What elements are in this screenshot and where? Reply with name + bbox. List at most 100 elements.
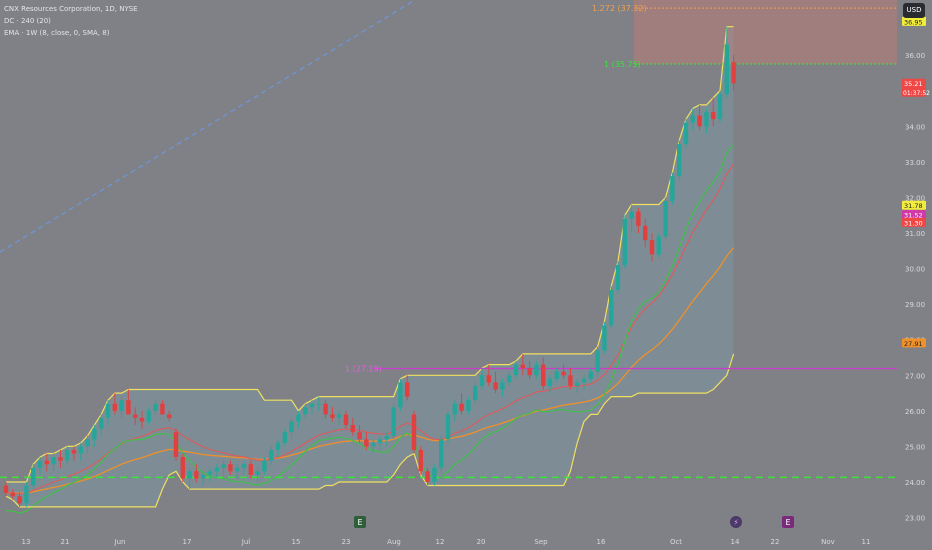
- candle-body[interactable]: [255, 471, 260, 475]
- candle-body[interactable]: [296, 414, 301, 422]
- candle-body[interactable]: [71, 449, 77, 454]
- candle-body[interactable]: [683, 122, 689, 145]
- candle-body[interactable]: [609, 289, 614, 326]
- candle-body[interactable]: [602, 325, 607, 351]
- candle-body[interactable]: [425, 471, 430, 482]
- candle-body[interactable]: [133, 414, 138, 418]
- candle-body[interactable]: [507, 375, 512, 383]
- ema-indicator-label[interactable]: EMA · 1W (8, close, 0, SMA, 8): [4, 29, 110, 37]
- candle-body[interactable]: [677, 144, 682, 177]
- candle-body[interactable]: [473, 385, 478, 401]
- candle-body[interactable]: [330, 414, 335, 418]
- candle-body[interactable]: [85, 439, 90, 447]
- candle-body[interactable]: [316, 403, 321, 405]
- candle-body[interactable]: [724, 44, 729, 95]
- candle-body[interactable]: [731, 62, 736, 84]
- candle-body[interactable]: [466, 400, 471, 411]
- donchian-indicator-label[interactable]: DC · 240 (20): [4, 17, 51, 25]
- candle-body[interactable]: [622, 218, 627, 265]
- candle-body[interactable]: [398, 382, 403, 408]
- candle-body[interactable]: [37, 460, 43, 468]
- candle-body[interactable]: [269, 449, 274, 461]
- candle-body[interactable]: [337, 414, 342, 418]
- candle-body[interactable]: [275, 442, 281, 450]
- candle-body[interactable]: [65, 449, 70, 461]
- candle-body[interactable]: [493, 382, 498, 390]
- candle-body[interactable]: [3, 485, 9, 493]
- candle-body[interactable]: [513, 364, 519, 376]
- candle-body[interactable]: [92, 428, 97, 440]
- candle-body[interactable]: [235, 467, 240, 472]
- candle-body[interactable]: [78, 446, 83, 454]
- candle-body[interactable]: [500, 382, 505, 390]
- candle-body[interactable]: [711, 112, 716, 120]
- candle-body[interactable]: [418, 449, 423, 472]
- candle-body[interactable]: [309, 403, 315, 408]
- candle-body[interactable]: [690, 115, 695, 123]
- candle-body[interactable]: [248, 464, 253, 475]
- candle-body[interactable]: [58, 457, 63, 461]
- candle-body[interactable]: [323, 403, 328, 415]
- candle-body[interactable]: [153, 403, 158, 411]
- candle-body[interactable]: [547, 378, 553, 386]
- candle-body[interactable]: [486, 375, 491, 383]
- candle-body[interactable]: [207, 471, 213, 475]
- candle-body[interactable]: [112, 403, 117, 411]
- candle-body[interactable]: [180, 457, 185, 479]
- candle-body[interactable]: [697, 115, 702, 127]
- candle-body[interactable]: [615, 265, 621, 290]
- candle-body[interactable]: [704, 112, 709, 127]
- candle-body[interactable]: [126, 400, 131, 415]
- candle-body[interactable]: [479, 375, 485, 386]
- candle-body[interactable]: [371, 442, 376, 447]
- candle-body[interactable]: [541, 364, 546, 386]
- candle-body[interactable]: [173, 432, 179, 458]
- candle-body[interactable]: [357, 432, 362, 440]
- candle-body[interactable]: [459, 403, 464, 411]
- candle-body[interactable]: [99, 417, 104, 429]
- candle-body[interactable]: [51, 457, 56, 465]
- candle-body[interactable]: [350, 425, 355, 433]
- candle-body[interactable]: [520, 364, 525, 369]
- candle-body[interactable]: [214, 467, 219, 472]
- candle-body[interactable]: [139, 417, 145, 422]
- candle-body[interactable]: [241, 464, 247, 468]
- candle-body[interactable]: [31, 467, 36, 486]
- earnings-marker-past[interactable]: [354, 516, 366, 528]
- candle-body[interactable]: [377, 439, 383, 443]
- candle-body[interactable]: [405, 382, 410, 397]
- candle-body[interactable]: [595, 350, 600, 372]
- candle-body[interactable]: [643, 225, 648, 241]
- dividend-marker[interactable]: [730, 516, 742, 528]
- candle-body[interactable]: [629, 211, 634, 219]
- candle-body[interactable]: [262, 460, 267, 472]
- candle-body[interactable]: [717, 94, 723, 120]
- candle-body[interactable]: [289, 421, 294, 433]
- candle-body[interactable]: [105, 403, 111, 418]
- candle-body[interactable]: [568, 375, 573, 386]
- candle-body[interactable]: [439, 439, 444, 468]
- earnings-marker-upcoming[interactable]: [782, 516, 794, 528]
- candle-body[interactable]: [194, 471, 199, 479]
- candle-body[interactable]: [588, 371, 593, 379]
- candle-body[interactable]: [670, 176, 675, 201]
- candle-body[interactable]: [432, 467, 437, 482]
- candle-body[interactable]: [343, 414, 349, 426]
- candle-body[interactable]: [17, 496, 22, 504]
- candle-body[interactable]: [411, 414, 417, 450]
- candle-body[interactable]: [119, 400, 124, 411]
- candle-body[interactable]: [201, 474, 206, 479]
- candle-body[interactable]: [452, 403, 457, 415]
- candle-body[interactable]: [160, 403, 165, 415]
- candle-body[interactable]: [384, 435, 389, 440]
- candle-body[interactable]: [561, 371, 566, 376]
- candle-body[interactable]: [581, 378, 587, 383]
- candle-body[interactable]: [146, 410, 151, 422]
- candle-body[interactable]: [24, 485, 29, 504]
- candle-body[interactable]: [527, 368, 532, 376]
- candle-body[interactable]: [167, 414, 172, 418]
- candle-body[interactable]: [575, 382, 580, 386]
- candle-body[interactable]: [663, 200, 668, 237]
- candle-body[interactable]: [649, 240, 655, 255]
